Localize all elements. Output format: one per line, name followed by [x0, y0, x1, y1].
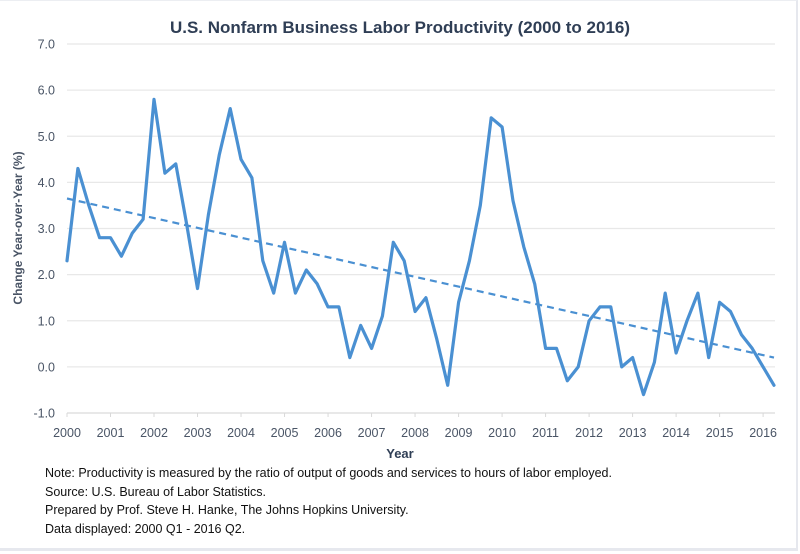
source-text: Source: U.S. Bureau of Labor Statistics.: [45, 484, 266, 499]
series-group: [65, 97, 776, 397]
x-axis: [66, 412, 775, 417]
x-tick-label: 2000: [53, 426, 81, 440]
x-tick-label: 2008: [401, 426, 429, 440]
x-tick-label: 2013: [619, 426, 647, 440]
y-tick-label: 3.0: [38, 222, 55, 236]
x-tick-label: 2002: [140, 426, 168, 440]
y-tick-label: 1.0: [38, 314, 55, 328]
chart-title: U.S. Nonfarm Business Labor Productivity…: [169, 18, 631, 37]
chart-notes: Note: Productivity is measured by the ra…: [45, 464, 612, 538]
x-tick-label: 2004: [227, 426, 255, 440]
prepared-by-text: Prepared by Prof. Steve H. Hanke, The Jo…: [45, 503, 409, 517]
x-tick-label: 2012: [575, 426, 603, 440]
y-tick-label: 4.0: [38, 176, 55, 190]
x-tick-label: 2010: [488, 426, 516, 440]
x-tick-label: 2007: [358, 426, 386, 440]
note-text: Note: Productivity is measured by the ra…: [45, 466, 612, 480]
x-tick-label: 2006: [314, 426, 342, 440]
y-axis-ticks: 7.0 6.0 5.0 4.0 3.0 2.0 1.0 0.0 -1.0: [33, 38, 55, 421]
x-tick-label: 2015: [706, 426, 734, 440]
trend-line: [66, 197, 775, 359]
x-axis-ticks: 2000 2001 2002 2003 2004 2005 2006 2007 2008 2009…: [53, 426, 777, 440]
gridlines: [67, 43, 775, 368]
productivity-line: [65, 97, 776, 397]
y-tick-label: 2.0: [38, 268, 55, 282]
x-tick-label: 2016: [749, 426, 777, 440]
x-axis-title: Year: [386, 446, 414, 461]
x-tick-label: 2011: [532, 426, 559, 440]
data-range-text: Data displayed: 2000 Q1 - 2016 Q2.: [45, 521, 246, 536]
y-tick-label: 7.0: [38, 38, 55, 52]
x-tick-label: 2009: [445, 426, 473, 440]
x-tick-label: 2003: [184, 426, 212, 440]
y-tick-label: 5.0: [38, 130, 55, 144]
y-tick-label: 0.0: [38, 360, 55, 374]
x-tick-label: 2005: [271, 426, 299, 440]
x-tick-label: 2001: [97, 426, 125, 440]
y-tick-label: 6.0: [38, 84, 55, 98]
y-tick-label: -1.0: [33, 407, 55, 421]
x-tick-label: 2014: [662, 426, 690, 440]
